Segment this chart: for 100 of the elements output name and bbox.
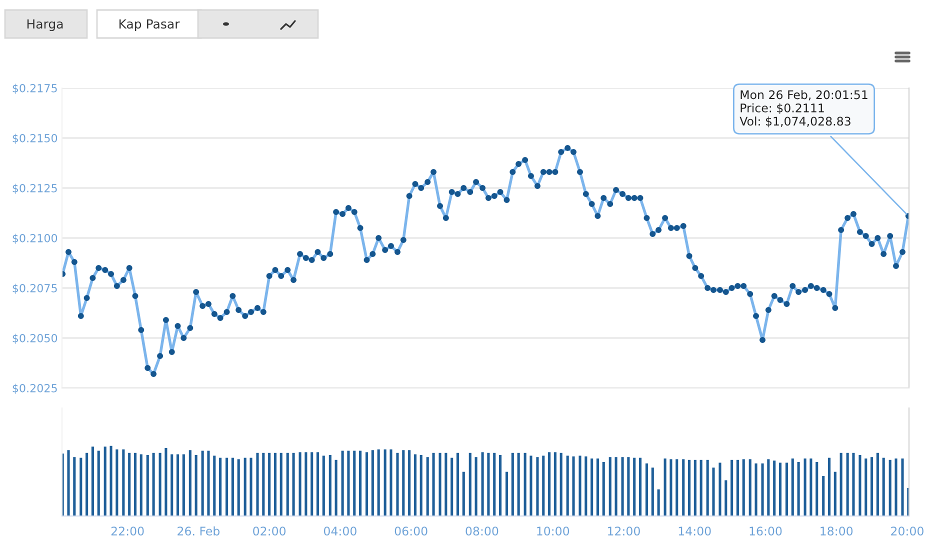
x-tick-label: 02:00	[253, 526, 286, 536]
bar	[742, 459, 745, 516]
bar	[438, 452, 442, 516]
bar	[621, 457, 624, 516]
bar	[462, 472, 465, 516]
bar	[474, 457, 478, 516]
x-tick-label: 12:00	[608, 526, 640, 536]
bar	[298, 452, 302, 516]
bar	[846, 452, 849, 516]
bar	[864, 458, 868, 516]
bar	[694, 460, 696, 516]
bar	[188, 450, 192, 516]
bar	[840, 452, 842, 516]
bar	[822, 476, 825, 516]
bar	[73, 457, 76, 516]
x-tick-label: 20:00	[891, 526, 924, 536]
bar	[213, 456, 216, 516]
bar	[91, 446, 94, 516]
y-tick-label: $0.2175	[12, 84, 57, 94]
bar	[797, 462, 800, 516]
y-tick-label: $0.2050	[12, 334, 58, 344]
bar	[310, 452, 314, 516]
bar	[207, 450, 210, 516]
y-tick-label: $0.2075	[12, 284, 57, 294]
bar	[888, 460, 892, 516]
bar	[250, 458, 252, 516]
bar	[341, 450, 344, 516]
bar	[97, 450, 100, 516]
bar	[536, 457, 539, 516]
bar	[244, 458, 246, 516]
bar	[402, 450, 405, 516]
bar	[182, 454, 185, 516]
bar	[334, 460, 338, 516]
bar	[347, 450, 350, 516]
text: Kap Pasar	[119, 19, 180, 32]
x-tick-label: 16:00	[750, 526, 782, 536]
bar	[432, 452, 435, 516]
bar	[657, 489, 660, 516]
bar	[468, 452, 472, 516]
bar	[530, 456, 532, 516]
bar	[524, 452, 526, 516]
y-tick-label: $0.2125	[12, 184, 57, 194]
bar	[481, 452, 484, 516]
bar	[505, 472, 508, 516]
bar	[292, 452, 295, 516]
bar	[194, 454, 198, 516]
bar	[420, 454, 422, 516]
bar	[876, 452, 879, 516]
bar	[767, 459, 770, 516]
bar	[353, 450, 356, 516]
bar	[201, 450, 204, 516]
bar	[816, 462, 818, 516]
bar	[901, 458, 904, 516]
bar	[256, 452, 259, 516]
bar	[122, 449, 125, 516]
bar	[773, 460, 776, 516]
bar	[377, 449, 380, 516]
bar	[566, 456, 569, 516]
bar	[554, 452, 556, 516]
x-tick-label: 06:00	[394, 526, 428, 536]
bar	[736, 460, 739, 516]
bar	[493, 452, 496, 516]
bar	[834, 472, 836, 516]
bar	[633, 458, 636, 516]
bar	[596, 458, 599, 516]
bar	[104, 446, 106, 516]
bar	[366, 452, 368, 516]
bar	[785, 462, 788, 516]
bar	[176, 454, 180, 516]
y-tick-label: $0.2150	[12, 134, 58, 144]
bar	[116, 449, 118, 516]
bar	[408, 450, 411, 516]
bar	[231, 458, 234, 516]
bar	[262, 452, 265, 516]
bar	[487, 452, 490, 516]
bar	[456, 452, 460, 516]
bar	[602, 462, 605, 516]
bar	[608, 457, 612, 516]
x-tick-label: 18:00	[820, 526, 853, 536]
bar	[237, 459, 240, 516]
text: Harga	[27, 19, 63, 32]
bar	[219, 458, 222, 516]
bar	[80, 458, 82, 516]
x-tick-label: 26. Feb	[178, 526, 220, 536]
x-tick-label: 22:00	[111, 526, 144, 536]
bar	[627, 457, 630, 516]
bar	[280, 452, 282, 516]
bar	[590, 458, 594, 516]
bar	[450, 458, 454, 516]
bar	[761, 463, 764, 516]
x-tick-label: 04:00	[324, 526, 356, 536]
bar	[688, 460, 691, 516]
bar	[498, 454, 502, 516]
bar	[730, 460, 734, 516]
bar	[390, 449, 392, 516]
bar	[882, 458, 885, 516]
bar	[700, 460, 702, 516]
bar	[67, 450, 70, 516]
bar	[371, 450, 374, 516]
bar	[791, 458, 794, 516]
